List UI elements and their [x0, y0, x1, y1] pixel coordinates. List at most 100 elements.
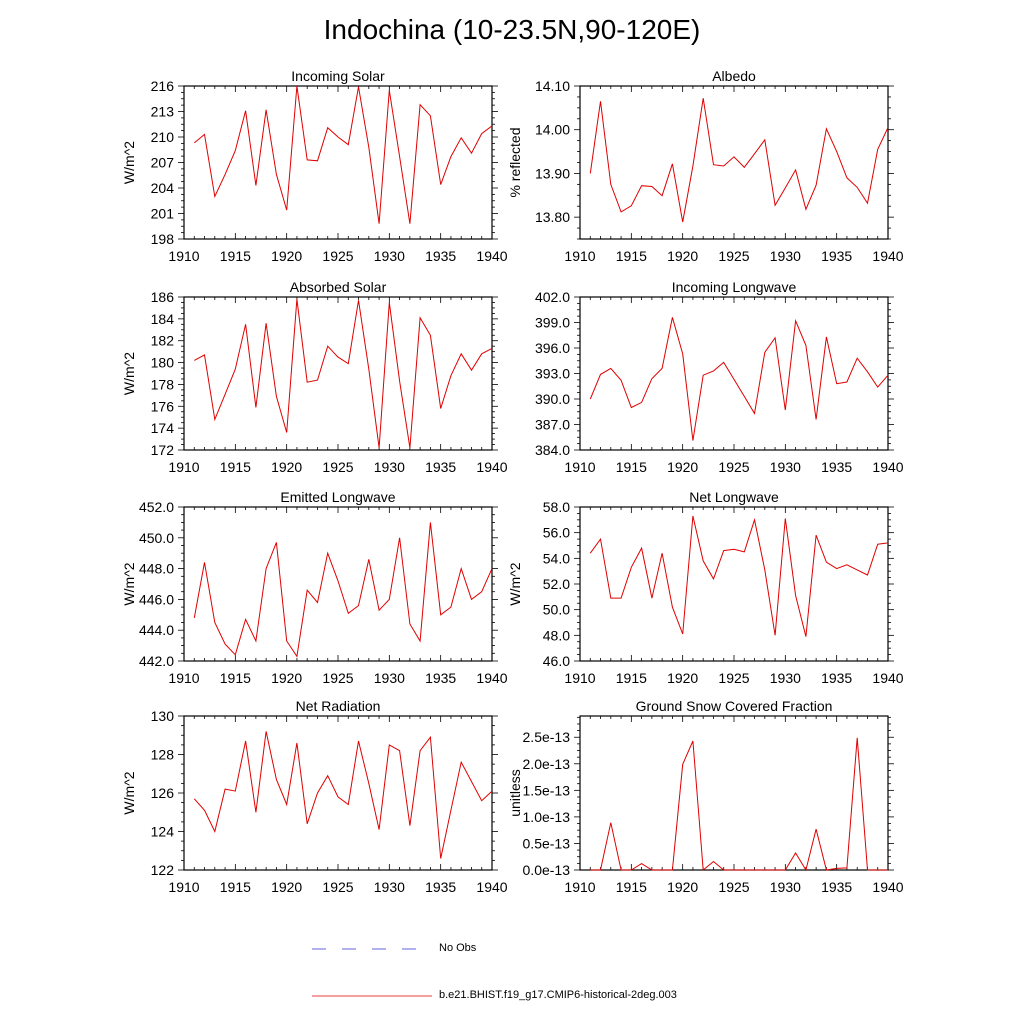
- y-tick-label: 444.0: [139, 622, 174, 638]
- y-tick-label: 126: [151, 785, 175, 801]
- y-tick-label: 1.0e-13: [523, 809, 571, 825]
- x-tick-label: 1910: [168, 879, 199, 895]
- y-tick-label: 182: [151, 333, 175, 349]
- panel-1: Incoming Solar 1910 1915 1920 1925 1930 1935 19…: [121, 68, 508, 264]
- x-tick-label: 1915: [616, 459, 647, 475]
- y-tick-label: 448.0: [139, 561, 174, 577]
- panel-6: Net Longwave 1910 1915 1920 1925 1930 1935 1940…: [507, 489, 904, 686]
- y-tick-label: 174: [151, 420, 175, 436]
- x-tick-label: 1940: [476, 879, 507, 895]
- x-tick-label: 1930: [770, 670, 801, 686]
- x-tick-label: 1910: [564, 879, 595, 895]
- x-tick-label: 1940: [872, 670, 903, 686]
- x-tick-label: 1910: [168, 459, 199, 475]
- y-tick-label: 0.5e-13: [523, 835, 571, 851]
- x-tick-label: 1920: [271, 670, 302, 686]
- panel-3: Absorbed Solar 1910 1915 1920 1925 1930 1935 19…: [121, 279, 508, 475]
- panel-title: Emitted Longwave: [280, 489, 395, 505]
- panel-title: Ground Snow Covered Fraction: [636, 698, 833, 714]
- y-tick-label: 446.0: [139, 591, 174, 607]
- x-tick-label: 1915: [616, 879, 647, 895]
- y-tick-label: 384.0: [535, 442, 570, 458]
- y-tick-label: 14.00: [535, 122, 570, 138]
- panel-title: Net Longwave: [689, 489, 779, 505]
- y-tick-label: 14.10: [535, 78, 570, 94]
- x-tick-label: 1940: [872, 879, 903, 895]
- y-tick-label: 387.0: [535, 417, 570, 433]
- panel-5: Emitted Longwave 1910 1915 1920 1925 1930 1935…: [121, 489, 508, 686]
- y-axis-label: W/m^2: [121, 562, 137, 605]
- series-line: [590, 737, 888, 872]
- y-tick-label: 213: [151, 104, 175, 120]
- x-tick-label: 1910: [564, 670, 595, 686]
- x-tick-label: 1935: [821, 670, 852, 686]
- x-tick-label: 1925: [718, 459, 749, 475]
- x-tick-label: 1925: [718, 670, 749, 686]
- plot-frame: [183, 296, 493, 451]
- x-tick-label: 1935: [821, 248, 852, 264]
- x-tick-label: 1940: [476, 459, 507, 475]
- x-tick-label: 1930: [374, 248, 405, 264]
- x-tick-label: 1940: [476, 670, 507, 686]
- x-tick-label: 1935: [425, 459, 456, 475]
- plot-frame: [579, 715, 889, 871]
- x-tick-label: 1930: [770, 459, 801, 475]
- y-tick-label: 2.0e-13: [523, 756, 571, 772]
- y-tick-label: 48.0: [543, 627, 570, 643]
- x-tick-label: 1920: [271, 459, 302, 475]
- y-tick-label: 13.80: [535, 209, 570, 225]
- x-tick-label: 1930: [770, 248, 801, 264]
- series-line: [193, 731, 493, 859]
- y-tick-label: 124: [151, 824, 175, 840]
- series-line: [194, 299, 493, 448]
- y-tick-label: 176: [151, 398, 175, 414]
- y-tick-label: 13.90: [535, 165, 570, 181]
- figure-title: Indochina (10-23.5N,90-120E): [323, 14, 701, 45]
- y-tick-label: 396.0: [535, 340, 570, 356]
- series-line: [589, 98, 889, 223]
- y-tick-label: 452.0: [139, 499, 174, 515]
- plot-frame: [183, 715, 493, 871]
- panel-title: Incoming Longwave: [672, 279, 797, 295]
- x-tick-label: 1935: [425, 248, 456, 264]
- x-tick-label: 1925: [718, 248, 749, 264]
- panel-title: Absorbed Solar: [290, 279, 387, 295]
- y-tick-label: 128: [151, 747, 175, 763]
- y-tick-label: 201: [151, 206, 175, 222]
- x-tick-label: 1915: [220, 248, 251, 264]
- y-axis-label: W/m^2: [507, 562, 523, 605]
- x-tick-label: 1915: [220, 459, 251, 475]
- y-tick-label: 56.0: [543, 525, 570, 541]
- panel-title: Albedo: [712, 68, 756, 84]
- x-tick-label: 1920: [271, 879, 302, 895]
- y-tick-label: 178: [151, 376, 175, 392]
- x-tick-label: 1910: [564, 248, 595, 264]
- x-tick-label: 1925: [322, 248, 353, 264]
- series-line: [589, 515, 889, 637]
- x-tick-label: 1935: [425, 879, 456, 895]
- y-tick-label: 399.0: [535, 315, 570, 331]
- x-tick-label: 1920: [667, 879, 698, 895]
- x-tick-label: 1940: [476, 248, 507, 264]
- panel-2: Albedo 1910 1915 1920 1925 1930 1935 1940 13.80 1…: [507, 68, 904, 264]
- plot-frame: [579, 296, 889, 451]
- panel-title: Incoming Solar: [291, 68, 385, 84]
- plot-frame: [579, 85, 889, 240]
- y-tick-label: 46.0: [543, 653, 570, 669]
- y-tick-label: 172: [151, 442, 175, 458]
- y-tick-label: 130: [151, 708, 175, 724]
- x-tick-label: 1925: [322, 879, 353, 895]
- y-tick-label: 52.0: [543, 576, 570, 592]
- panel-8: Ground Snow Covered Fraction 1910 1915 1920…: [507, 698, 904, 895]
- x-tick-label: 1920: [667, 459, 698, 475]
- x-tick-label: 1935: [821, 879, 852, 895]
- y-tick-label: 1.5e-13: [523, 782, 571, 798]
- y-tick-label: 402.0: [535, 289, 570, 305]
- y-tick-label: 122: [151, 862, 175, 878]
- plot-frame: [183, 506, 493, 662]
- x-tick-label: 1915: [616, 248, 647, 264]
- y-tick-label: 184: [151, 311, 175, 327]
- y-tick-label: 390.0: [535, 391, 570, 407]
- y-tick-label: 393.0: [535, 366, 570, 382]
